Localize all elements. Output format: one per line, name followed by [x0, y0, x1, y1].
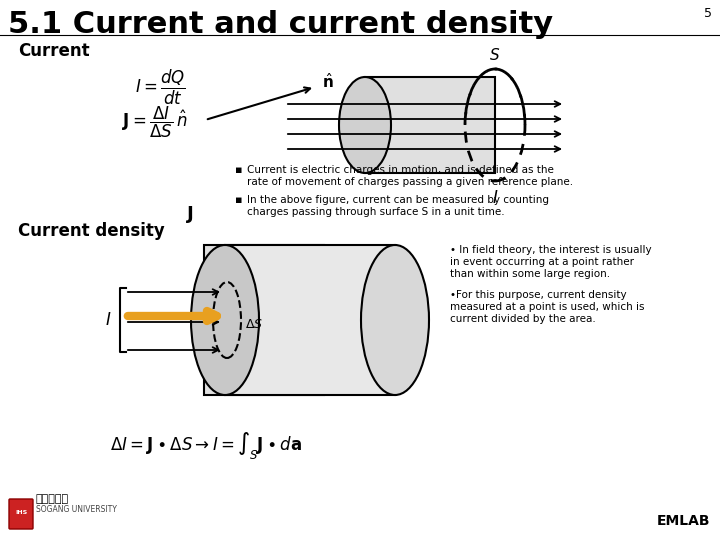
- Text: 5.1 Current and current density: 5.1 Current and current density: [8, 10, 553, 39]
- Text: Current density: Current density: [18, 222, 165, 240]
- Text: I: I: [492, 189, 498, 207]
- Ellipse shape: [191, 245, 259, 395]
- Text: SOGANG UNIVERSITY: SOGANG UNIVERSITY: [36, 505, 117, 514]
- Text: Current: Current: [18, 42, 89, 60]
- Text: Current is electric charges in motion, and is defined as the: Current is electric charges in motion, a…: [247, 165, 554, 175]
- Text: than within some large region.: than within some large region.: [450, 269, 610, 279]
- Ellipse shape: [339, 77, 391, 173]
- Text: ▪: ▪: [235, 195, 243, 205]
- Text: 5: 5: [704, 7, 712, 20]
- Bar: [204, 245, 324, 395]
- Text: charges passing through surface S in a unit time.: charges passing through surface S in a u…: [247, 207, 505, 217]
- Text: $\Delta S$: $\Delta S$: [245, 319, 263, 332]
- Text: EMLAB: EMLAB: [657, 514, 710, 528]
- Text: current divided by the area.: current divided by the area.: [450, 314, 595, 324]
- Text: $\mathbf{J}$: $\mathbf{J}$: [186, 204, 194, 225]
- Bar: [365, 77, 495, 173]
- Bar: [225, 245, 395, 395]
- FancyBboxPatch shape: [9, 499, 33, 529]
- Text: rate of movement of charges passing a given reference plane.: rate of movement of charges passing a gi…: [247, 177, 573, 187]
- Text: in event occurring at a point rather: in event occurring at a point rather: [450, 257, 634, 267]
- Text: S: S: [490, 48, 500, 63]
- Text: • In field theory, the interest is usually: • In field theory, the interest is usual…: [450, 245, 652, 255]
- Text: $\hat{\mathbf{n}}$: $\hat{\mathbf{n}}$: [322, 72, 333, 91]
- Text: $\Delta I = \mathbf{J} \bullet \Delta S \rightarrow I = \int_{S} \mathbf{J} \bul: $\Delta I = \mathbf{J} \bullet \Delta S …: [110, 430, 302, 461]
- Text: $I = \dfrac{dQ}{dt}$: $I = \dfrac{dQ}{dt}$: [135, 68, 186, 107]
- Text: measured at a point is used, which is: measured at a point is used, which is: [450, 302, 644, 312]
- Text: •For this purpose, current density: •For this purpose, current density: [450, 290, 626, 300]
- Text: I: I: [105, 311, 110, 329]
- Text: IHS: IHS: [15, 510, 27, 515]
- Ellipse shape: [361, 245, 429, 395]
- Text: ▪: ▪: [235, 165, 243, 175]
- Text: $\mathbf{J} = \dfrac{\Delta I}{\Delta S}\,\hat{n}$: $\mathbf{J} = \dfrac{\Delta I}{\Delta S}…: [122, 105, 188, 140]
- Text: 서강대학교: 서강대학교: [36, 494, 69, 504]
- Text: In the above figure, current can be measured by counting: In the above figure, current can be meas…: [247, 195, 549, 205]
